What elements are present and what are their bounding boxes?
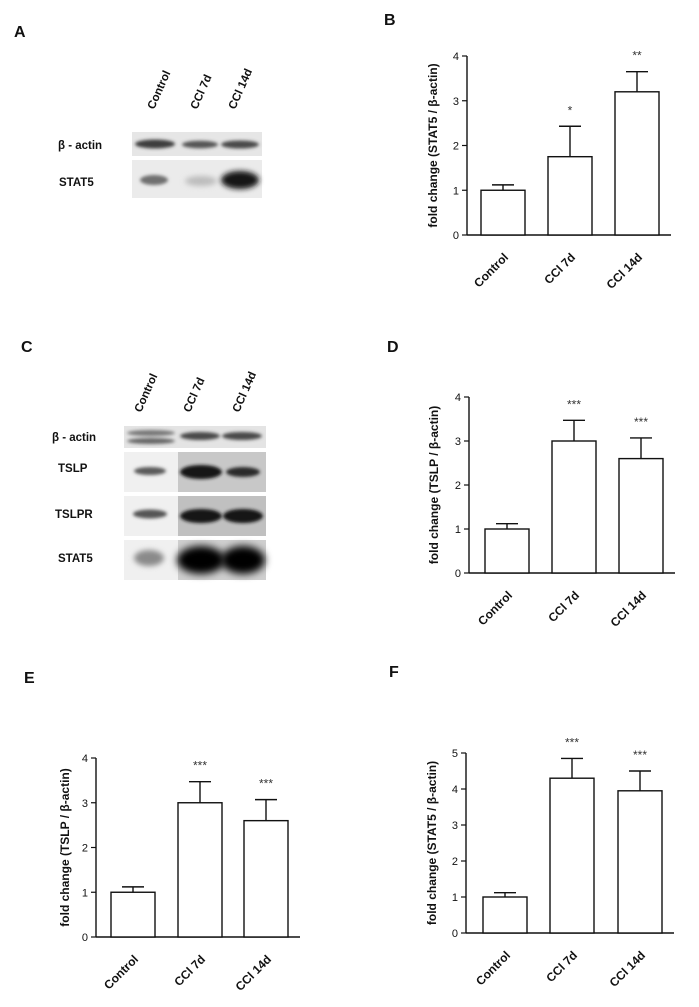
panel-letter-a: A: [14, 24, 26, 41]
bar: [480, 189, 526, 236]
y-tick-label: 2: [452, 856, 458, 868]
blot-c-row-label: TSLPR: [55, 509, 93, 521]
x-tick-label: CCl 14d: [604, 250, 645, 291]
y-tick-label: 0: [453, 230, 459, 242]
y-tick-label: 0: [82, 932, 88, 944]
blot-c-tslp-bands: [134, 465, 260, 479]
bar: [614, 91, 660, 236]
x-tick-label: CCl 14d: [607, 948, 648, 989]
bar: [110, 891, 156, 938]
y-tick-label: 2: [82, 843, 88, 855]
blot-a-stat5-bands: [140, 171, 259, 189]
y-axis-label: fold change (STAT5 / β-actin): [426, 63, 440, 227]
x-tick-label: Control: [101, 952, 141, 992]
bar: [484, 528, 530, 574]
y-tick-label: 1: [455, 524, 461, 536]
y-tick-label: 3: [453, 96, 459, 108]
y-tick-label: 2: [455, 480, 461, 492]
blot-c-tslpr-bands: [133, 509, 263, 523]
bar: [177, 802, 223, 938]
panel-letter-c: C: [21, 339, 33, 356]
chart-d: 0 1 2 3 4 fold change (TSLP / β-actin) Control…: [427, 392, 675, 630]
y-tick-label: 1: [452, 892, 458, 904]
x-tick-label: Control: [473, 948, 513, 988]
y-tick-label: 0: [452, 928, 458, 940]
chart-f: 0 1 2 3 4 5 fold change (STAT5 / β-actin) Contr…: [425, 735, 674, 990]
x-tick-label: Control: [475, 588, 515, 628]
panel-letter-b: B: [384, 12, 396, 29]
y-tick-label: 2: [453, 141, 459, 153]
blot-c-row-label: β - actin: [52, 432, 96, 444]
panel-letter-d: D: [387, 339, 399, 356]
panel-letter-e: E: [24, 670, 35, 687]
significance-marker: ***: [633, 748, 647, 762]
bar: [551, 440, 597, 574]
blot-a-row-label: STAT5: [59, 177, 94, 189]
chart-e: 0 1 2 3 4 fold change (TSLP / β-actin) Control…: [58, 753, 300, 994]
significance-marker: ***: [565, 735, 579, 749]
x-tick-label: CCl 7d: [543, 948, 580, 985]
bar: [547, 155, 593, 236]
y-tick-label: 4: [453, 51, 459, 63]
blot-c-row-label: TSLP: [58, 463, 88, 475]
significance-marker: **: [632, 49, 642, 63]
x-tick-label: Control: [471, 250, 511, 290]
significance-marker: ***: [193, 759, 207, 773]
x-tick-label: CCl 7d: [545, 588, 582, 625]
y-tick-label: 5: [452, 748, 458, 760]
chart-b: 0 1 2 3 4 fold change (STAT5 / β-actin) Contro…: [426, 49, 671, 292]
x-tick-label: CCl 14d: [233, 952, 274, 993]
blot-c-actin-bands: [127, 430, 262, 444]
significance-marker: ***: [634, 415, 648, 429]
bar: [549, 777, 595, 934]
bar: [482, 896, 528, 934]
blot-c-row-label: STAT5: [58, 553, 93, 565]
y-axis-label: fold change (TSLP / β-actin): [427, 406, 441, 564]
significance-marker: *: [568, 103, 573, 117]
blot-c-stat5-bands: [134, 546, 265, 574]
y-tick-label: 0: [455, 568, 461, 580]
significance-marker: ***: [259, 777, 273, 791]
y-tick-label: 1: [453, 185, 459, 197]
bar: [617, 790, 663, 934]
y-axis-label: fold change (TSLP / β-actin): [58, 768, 72, 926]
bar: [618, 457, 664, 574]
significance-marker: ***: [567, 397, 581, 411]
blot-a-row-label: β - actin: [58, 140, 102, 152]
y-tick-label: 1: [82, 887, 88, 899]
x-tick-label: CCl 14d: [608, 588, 649, 629]
blot-a-actin-bands: [135, 139, 259, 149]
y-tick-label: 3: [452, 820, 458, 832]
y-tick-label: 3: [455, 436, 461, 448]
panel-letter-f: F: [389, 664, 399, 681]
x-tick-label: CCl 7d: [541, 250, 578, 287]
y-tick-label: 3: [82, 798, 88, 810]
x-tick-label: CCl 7d: [171, 952, 208, 989]
y-tick-label: 4: [452, 784, 458, 796]
y-axis-label: fold change (STAT5 / β-actin): [425, 761, 439, 925]
y-tick-label: 4: [82, 753, 88, 765]
bar: [243, 819, 289, 938]
y-tick-label: 4: [455, 392, 461, 404]
